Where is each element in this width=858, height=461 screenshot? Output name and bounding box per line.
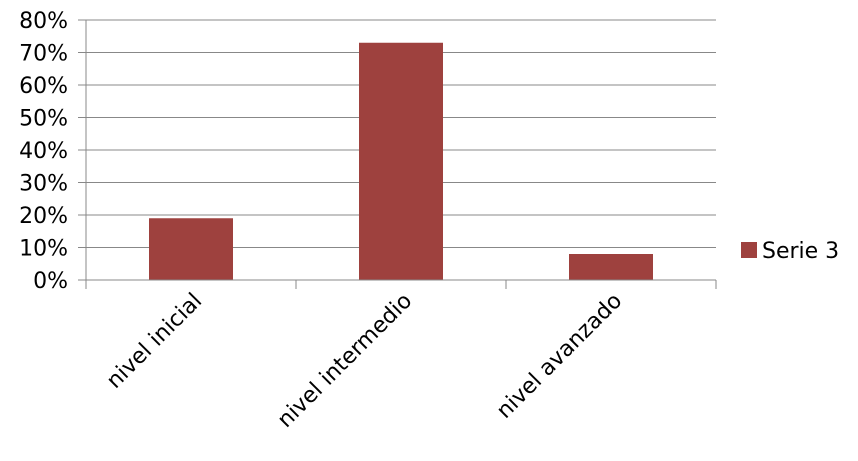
bar [359, 42, 443, 280]
y-tick-label: 30% [19, 172, 68, 197]
legend: Serie 3 [741, 239, 839, 264]
y-tick-label: 10% [19, 237, 68, 262]
bars [149, 42, 653, 280]
y-tick-label: 80% [19, 9, 68, 34]
x-category-label: nivel avanzado [492, 289, 627, 424]
bar [569, 254, 653, 280]
y-axis-ticks: 0% 10% 20% 30% 40% 50% 60% 70% 80% [19, 9, 87, 294]
x-category-label: nivel intermedio [273, 289, 417, 433]
bar [149, 218, 233, 280]
x-axis [85, 279, 717, 289]
y-tick-label: 70% [19, 42, 68, 67]
y-tick-label: 20% [19, 204, 68, 229]
y-tick-label: 40% [19, 139, 68, 164]
y-tick-label: 0% [33, 269, 68, 294]
x-axis-labels: nivel inicial nivel intermedio nivel avanz… [102, 289, 627, 433]
y-tick-label: 50% [19, 107, 68, 132]
legend-swatch [741, 242, 757, 258]
legend-label: Serie 3 [762, 239, 839, 264]
y-tick-label: 60% [19, 74, 68, 99]
x-category-label: nivel inicial [102, 289, 207, 394]
